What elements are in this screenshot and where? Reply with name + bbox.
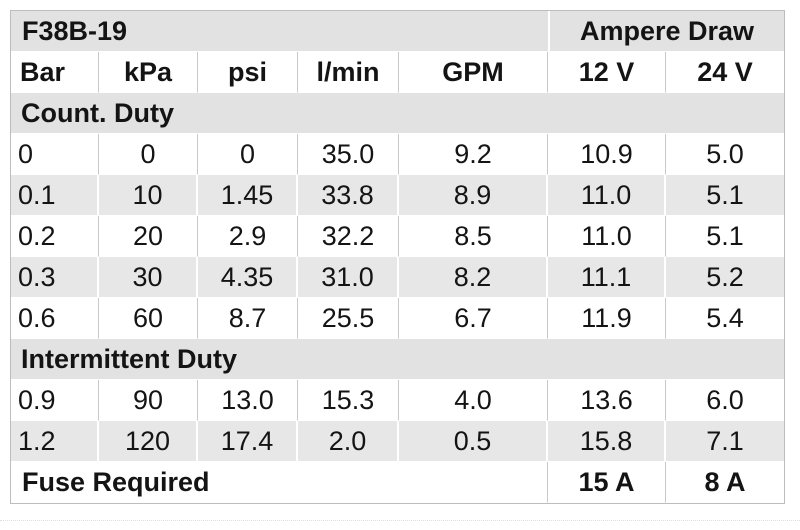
table-footer: Fuse Required 15 A 8 A bbox=[11, 462, 785, 503]
pump-spec-table: F38B-19 Ampere Draw Bar kPa psi l/min GP… bbox=[10, 10, 786, 504]
table-cell: 9.2 bbox=[399, 134, 549, 175]
table-cell: 15.3 bbox=[298, 380, 399, 421]
table-cell: 4.0 bbox=[399, 380, 549, 421]
table-cell: 8.2 bbox=[399, 257, 549, 298]
col-header-gpm: GPM bbox=[399, 52, 549, 93]
table-cell: 31.0 bbox=[298, 257, 399, 298]
section-header-row: Count. Duty bbox=[11, 93, 785, 134]
table-cell: 8.5 bbox=[399, 216, 549, 257]
section-header-row: Intermittent Duty bbox=[11, 339, 785, 380]
table-cell: 13.6 bbox=[548, 380, 667, 421]
col-header-psi: psi bbox=[198, 52, 298, 93]
title-row: F38B-19 Ampere Draw bbox=[11, 11, 785, 52]
table-cell: 11.0 bbox=[548, 175, 667, 216]
table-cell: 1.45 bbox=[198, 175, 298, 216]
model-title: F38B-19 bbox=[11, 11, 549, 52]
col-header-24v: 24 V bbox=[666, 52, 785, 93]
table-cell: 1.2 bbox=[11, 421, 99, 462]
table-cell: 17.4 bbox=[198, 421, 298, 462]
table-cell: 32.2 bbox=[298, 216, 399, 257]
table-cell: 30 bbox=[99, 257, 198, 298]
fuse-row: Fuse Required 15 A 8 A bbox=[11, 462, 785, 503]
col-header-lmin: l/min bbox=[298, 52, 399, 93]
table-cell: 5.4 bbox=[666, 298, 785, 339]
table-row: 0.2 20 2.9 32.2 8.5 11.0 5.1 bbox=[11, 216, 785, 257]
table-cell: 5.1 bbox=[666, 216, 785, 257]
table-cell: 2.9 bbox=[198, 216, 298, 257]
table-cell: 0.9 bbox=[11, 380, 99, 421]
table-body: Count. Duty 0 0 0 35.0 9.2 10.9 5.0 0.1 10 1.45 33.… bbox=[11, 93, 785, 462]
table-cell: 2.0 bbox=[298, 421, 399, 462]
table-cell: 10 bbox=[99, 175, 198, 216]
table-cell: 0.1 bbox=[11, 175, 99, 216]
fuse-12v-value: 15 A bbox=[548, 462, 667, 503]
table-cell: 6.7 bbox=[399, 298, 549, 339]
col-header-kpa: kPa bbox=[99, 52, 198, 93]
table-cell: 13.0 bbox=[198, 380, 298, 421]
table-cell: 0 bbox=[11, 134, 99, 175]
column-header-row: Bar kPa psi l/min GPM 12 V 24 V bbox=[11, 52, 785, 93]
table-cell: 120 bbox=[99, 421, 198, 462]
table-cell: 7.1 bbox=[666, 421, 785, 462]
table-cell: 5.1 bbox=[666, 175, 785, 216]
table-row: 0 0 0 35.0 9.2 10.9 5.0 bbox=[11, 134, 785, 175]
fuse-required-label: Fuse Required bbox=[11, 462, 549, 503]
table-row: 0.3 30 4.35 31.0 8.2 11.1 5.2 bbox=[11, 257, 785, 298]
table-cell: 0.6 bbox=[11, 298, 99, 339]
table-cell: 8.7 bbox=[198, 298, 298, 339]
fuse-24v-value: 8 A bbox=[666, 462, 785, 503]
table-cell: 4.35 bbox=[198, 257, 298, 298]
table-cell: 10.9 bbox=[548, 134, 667, 175]
section-label: Count. Duty bbox=[11, 93, 785, 134]
table-cell: 8.9 bbox=[399, 175, 549, 216]
table-cell: 5.0 bbox=[666, 134, 785, 175]
table-row: 0.9 90 13.0 15.3 4.0 13.6 6.0 bbox=[11, 380, 785, 421]
table-cell: 6.0 bbox=[666, 380, 785, 421]
table-cell: 11.1 bbox=[548, 257, 667, 298]
table-row: 1.2 120 17.4 2.0 0.5 15.8 7.1 bbox=[11, 421, 785, 462]
col-header-12v: 12 V bbox=[548, 52, 667, 93]
col-header-bar: Bar bbox=[11, 52, 99, 93]
table-cell: 0.3 bbox=[11, 257, 99, 298]
table-cell: 35.0 bbox=[298, 134, 399, 175]
table-cell: 15.8 bbox=[548, 421, 667, 462]
ampere-draw-group-header: Ampere Draw bbox=[548, 11, 785, 52]
table-cell: 5.2 bbox=[666, 257, 785, 298]
table-cell: 33.8 bbox=[298, 175, 399, 216]
table-cell: 11.9 bbox=[548, 298, 667, 339]
table-cell: 20 bbox=[99, 216, 198, 257]
table-cell: 11.0 bbox=[548, 216, 667, 257]
table-cell: 0.2 bbox=[11, 216, 99, 257]
page-divider bbox=[0, 520, 800, 521]
table-cell: 90 bbox=[99, 380, 198, 421]
table-cell: 0 bbox=[198, 134, 298, 175]
table-cell: 0.5 bbox=[399, 421, 549, 462]
table-row: 0.1 10 1.45 33.8 8.9 11.0 5.1 bbox=[11, 175, 785, 216]
table-cell: 0 bbox=[99, 134, 198, 175]
table-cell: 25.5 bbox=[298, 298, 399, 339]
table-cell: 60 bbox=[99, 298, 198, 339]
table-row: 0.6 60 8.7 25.5 6.7 11.9 5.4 bbox=[11, 298, 785, 339]
section-label: Intermittent Duty bbox=[11, 339, 785, 380]
